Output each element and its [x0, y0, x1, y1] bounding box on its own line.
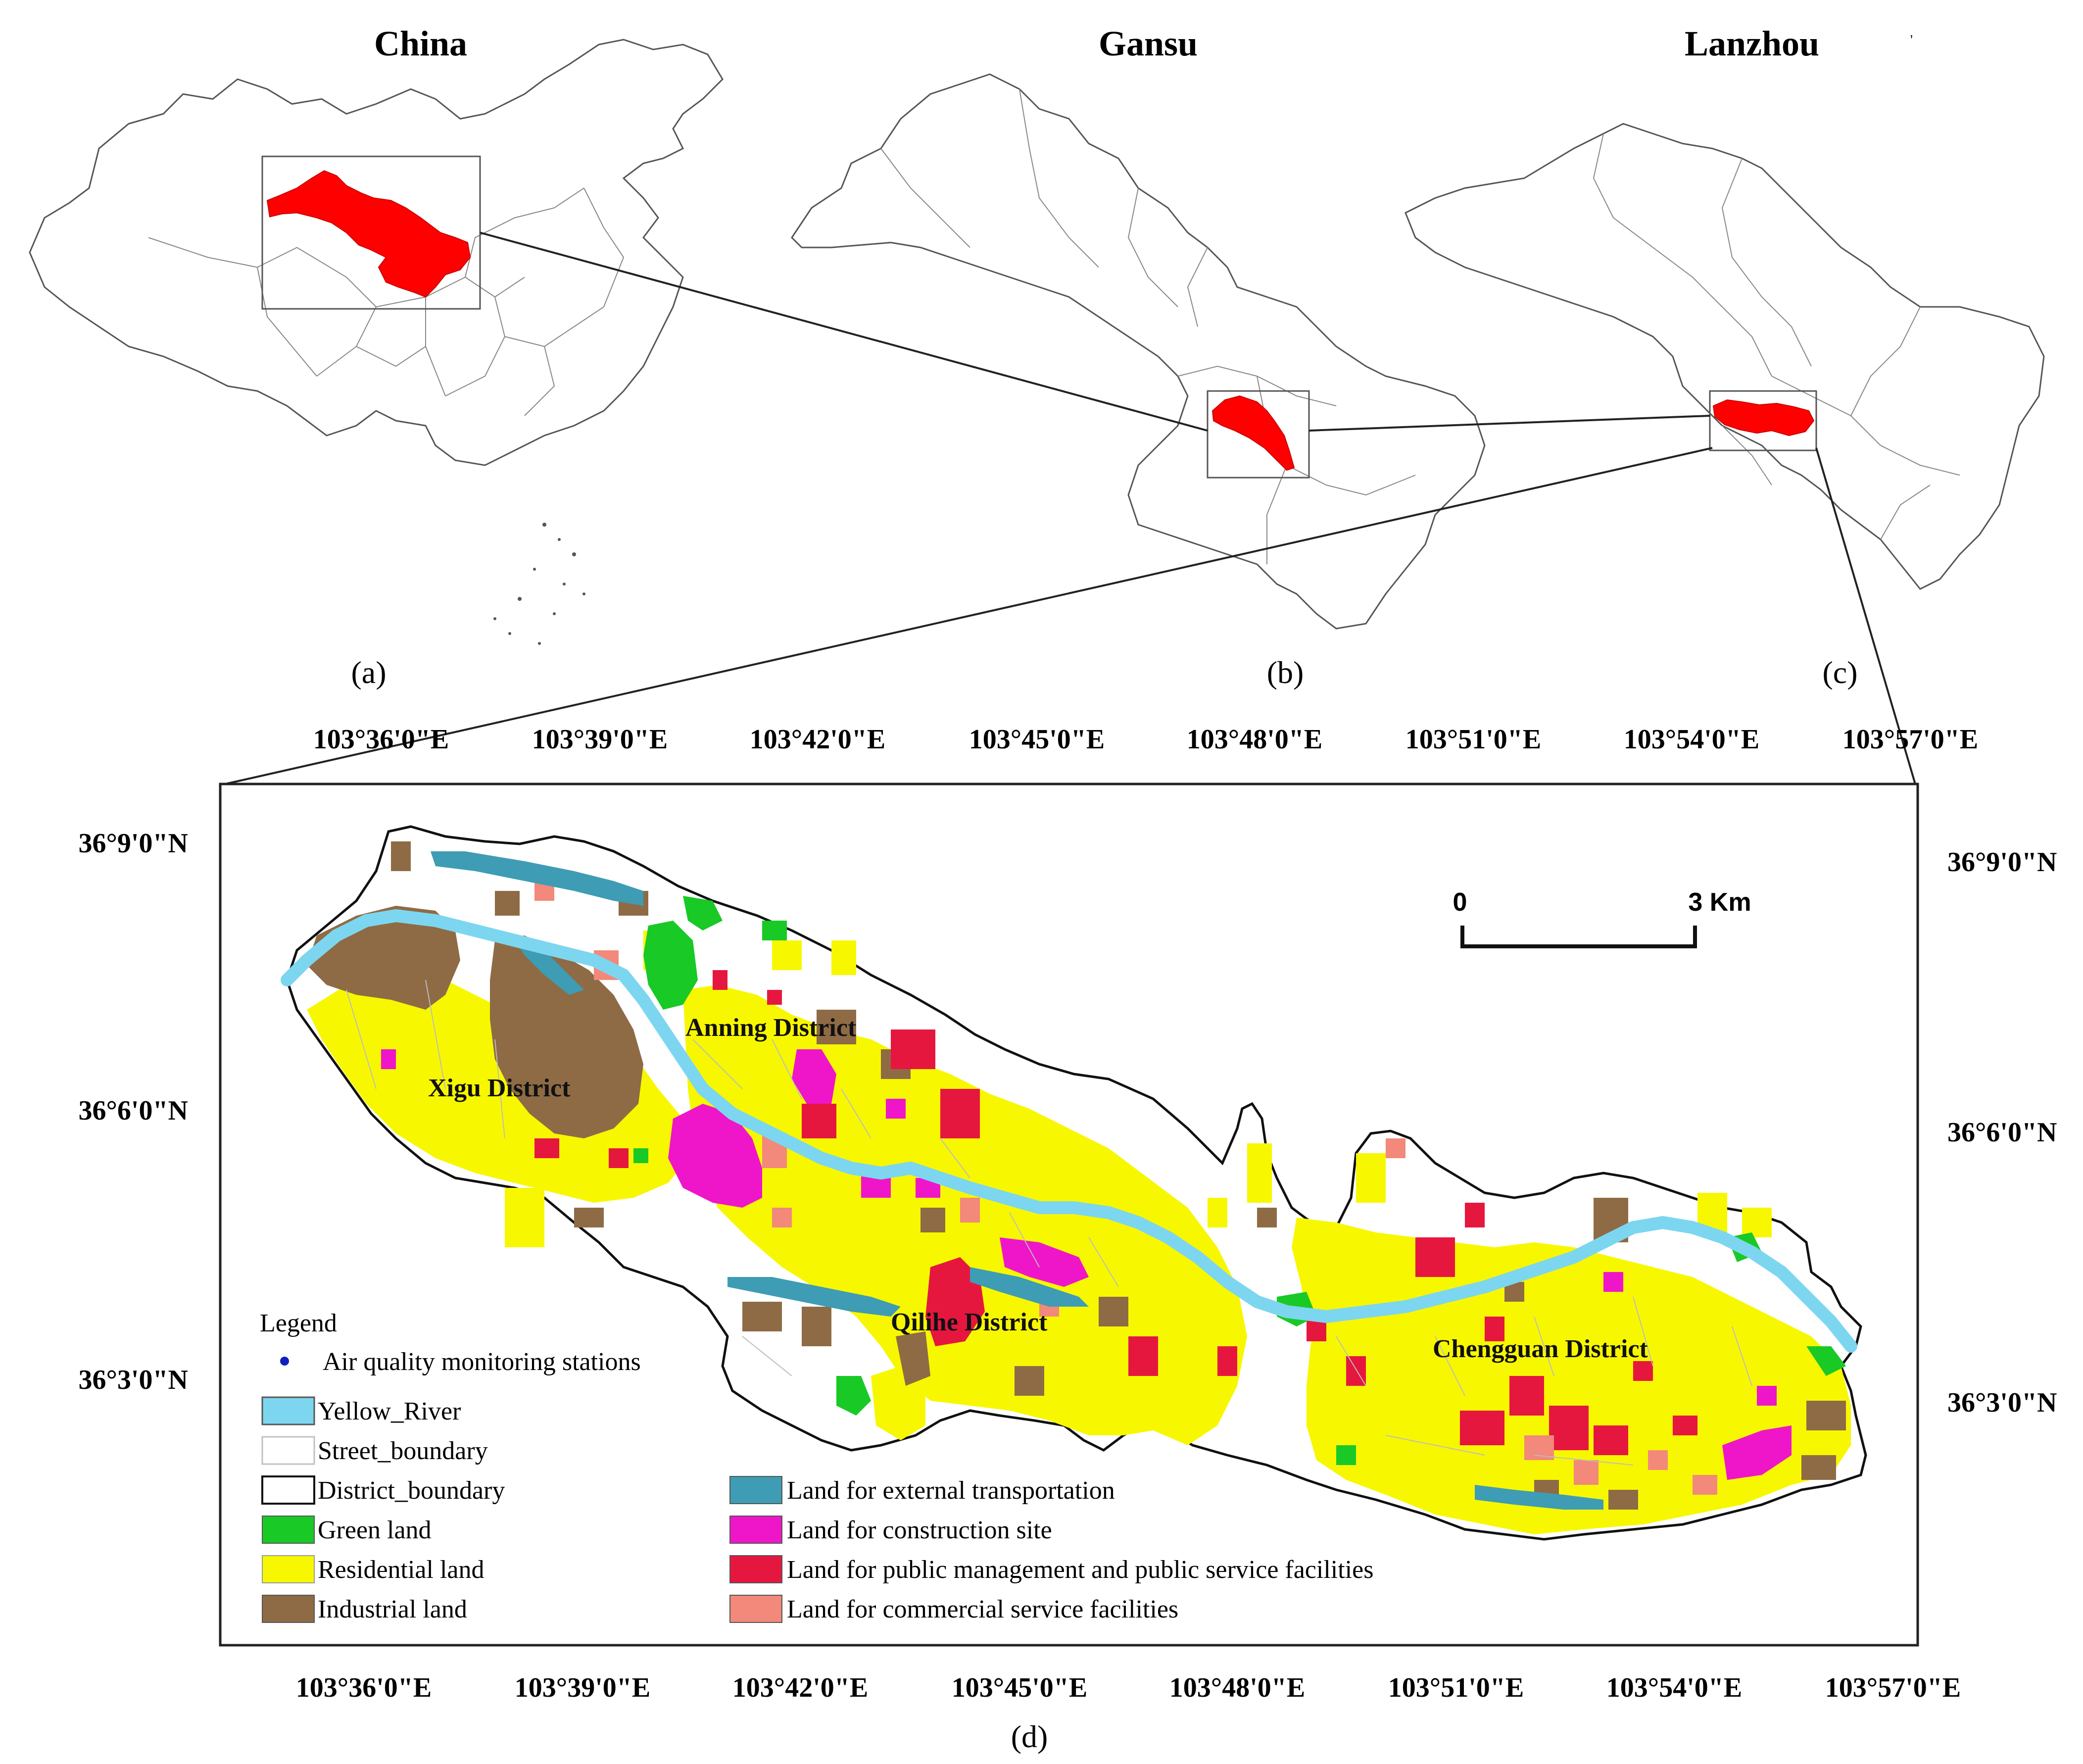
- lon-tick-top: 103°42'0"E: [750, 724, 885, 755]
- legend-item-label: Yellow_River: [318, 1397, 461, 1425]
- lanzhou-outline: [1405, 123, 2045, 590]
- panel-b-label: (b): [1267, 655, 1304, 690]
- gansu-lanzhou-highlight: [1211, 395, 1295, 471]
- external-transportation-areas: [431, 851, 1603, 1510]
- lat-tick-left: 36°6'0"N: [79, 1095, 188, 1126]
- lon-tick-top: 103°36'0"E: [313, 724, 449, 755]
- lanzhou-urban-highlight: [1712, 399, 1815, 437]
- legend-swatch: [729, 1476, 782, 1504]
- legend-swatch: [729, 1595, 782, 1623]
- district-label-chengguan: Chengguan District: [1433, 1335, 1648, 1363]
- china-outline: [29, 39, 724, 466]
- legend-swatch: [262, 1595, 315, 1623]
- yellow-river: [281, 909, 1857, 1353]
- district-label-anning: Anning District: [685, 1014, 857, 1042]
- scale-bar-end-label: 3 Km: [1688, 888, 1751, 917]
- inset-connector-lines: [225, 232, 1916, 785]
- lon-tick-top: 103°45'0"E: [969, 724, 1105, 755]
- lat-tick-left: 36°3'0"N: [79, 1365, 188, 1395]
- legend-item-label: Green land: [318, 1516, 432, 1544]
- lon-tick-bottom: 103°51'0"E: [1388, 1672, 1524, 1703]
- legend-swatch: [261, 1396, 315, 1425]
- district-label-qilihe: Qilihe District: [891, 1308, 1048, 1336]
- legend-swatch: [262, 1555, 315, 1583]
- public-facility-areas: [534, 970, 1697, 1455]
- lat-tick-right: 36°3'0"N: [1947, 1387, 2057, 1418]
- china-gansu-highlight: [266, 170, 471, 298]
- gansu-city-lines: [880, 89, 1416, 564]
- lon-tick-bottom: 103°39'0"E: [515, 1672, 650, 1703]
- legend-station-marker: [280, 1357, 289, 1366]
- lon-tick-bottom: 103°36'0"E: [296, 1672, 432, 1703]
- panel-b-title: Gansu: [1099, 24, 1198, 63]
- lon-tick-top: 103°51'0"E: [1405, 724, 1541, 755]
- legend-item-label: District_boundary: [318, 1476, 505, 1505]
- legend-item-label: Residential land: [318, 1556, 484, 1584]
- legend-title: Legend: [260, 1309, 337, 1337]
- lon-tick-bottom: 103°48'0"E: [1169, 1672, 1305, 1703]
- panel-a-title: China: [374, 24, 467, 63]
- legend-item-label: Land for public management and public se…: [787, 1556, 1373, 1584]
- lanzhou-urban-inset-box: [1709, 390, 1817, 451]
- scale-bar: 0 3 Km: [1453, 888, 1751, 948]
- lanzhou-county-lines: [1593, 133, 1960, 540]
- lon-tick-top: 103°48'0"E: [1187, 724, 1322, 755]
- panel-d-main-map: 103°36'0"E 103°39'0"E 103°42'0"E 103°45'…: [79, 724, 2057, 1754]
- legend-swatch: [729, 1516, 782, 1544]
- lon-tick-bottom: 103°57'0"E: [1825, 1672, 1961, 1703]
- lon-tick-bottom: 103°54'0"E: [1606, 1672, 1742, 1703]
- legend-swatch: [729, 1555, 782, 1583]
- lon-tick-bottom: 103°45'0"E: [952, 1672, 1087, 1703]
- stray-mark: ': [1910, 33, 1913, 48]
- lat-tick-right: 36°6'0"N: [1947, 1117, 2057, 1148]
- lat-tick-right: 36°9'0"N: [1947, 847, 2057, 878]
- lon-tick-top: 103°39'0"E: [532, 724, 668, 755]
- construction-site-areas: [381, 1049, 1792, 1480]
- panel-d-label: (d): [1011, 1719, 1048, 1754]
- legend-swatch: [262, 1516, 315, 1544]
- street-boundaries: [346, 980, 1752, 1466]
- green-land-areas: [633, 896, 1846, 1465]
- scale-bar-start-label: 0: [1453, 888, 1467, 917]
- legend-swatch: [261, 1475, 315, 1505]
- lat-tick-left: 36°9'0"N: [79, 828, 188, 859]
- district-label-xigu: Xigu District: [428, 1074, 571, 1102]
- panel-b-gansu: Gansu (b): [791, 24, 1486, 690]
- legend-item-label: Air quality monitoring stations: [323, 1348, 641, 1376]
- legend: Legend Air quality monitoring stations Y…: [260, 1309, 1373, 1623]
- lon-tick-top: 103°57'0"E: [1842, 724, 1978, 755]
- legend-item-label: Land for commercial service facilities: [787, 1595, 1178, 1623]
- legend-item-label: Industrial land: [318, 1595, 467, 1623]
- legend-item-label: Land for construction site: [787, 1516, 1052, 1544]
- lon-tick-top: 103°54'0"E: [1624, 724, 1759, 755]
- legend-swatch: [261, 1436, 315, 1465]
- china-province-lines: [148, 188, 625, 416]
- legend-item-label: Land for external transportation: [787, 1476, 1115, 1505]
- panel-a-china: China (a): [29, 24, 724, 690]
- china-south-sea-islands: [493, 523, 585, 645]
- panel-a-label: (a): [351, 655, 386, 690]
- panel-c-label: (c): [1822, 655, 1857, 690]
- gansu-outline: [791, 73, 1486, 630]
- industrial-land-areas: [307, 841, 1846, 1510]
- lon-tick-bottom: 103°42'0"E: [732, 1672, 868, 1703]
- legend-item-label: Street_boundary: [318, 1437, 488, 1465]
- panel-c-title: Lanzhou: [1685, 24, 1819, 63]
- panel-c-lanzhou: Lanzhou (c) ': [1405, 24, 2045, 690]
- gansu-lanzhou-inset-box: [1207, 390, 1310, 479]
